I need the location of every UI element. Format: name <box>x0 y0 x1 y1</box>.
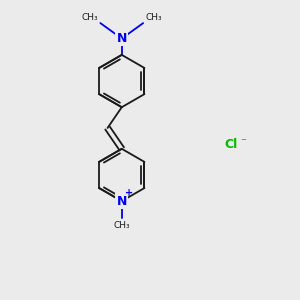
Text: CH₃: CH₃ <box>81 13 98 22</box>
Text: ⁻: ⁻ <box>240 137 246 147</box>
Text: +: + <box>125 188 133 198</box>
Text: CH₃: CH₃ <box>146 13 162 22</box>
Text: N: N <box>117 32 127 45</box>
Text: N: N <box>117 195 127 208</box>
Text: Cl: Cl <box>224 138 238 151</box>
Text: CH₃: CH₃ <box>113 221 130 230</box>
